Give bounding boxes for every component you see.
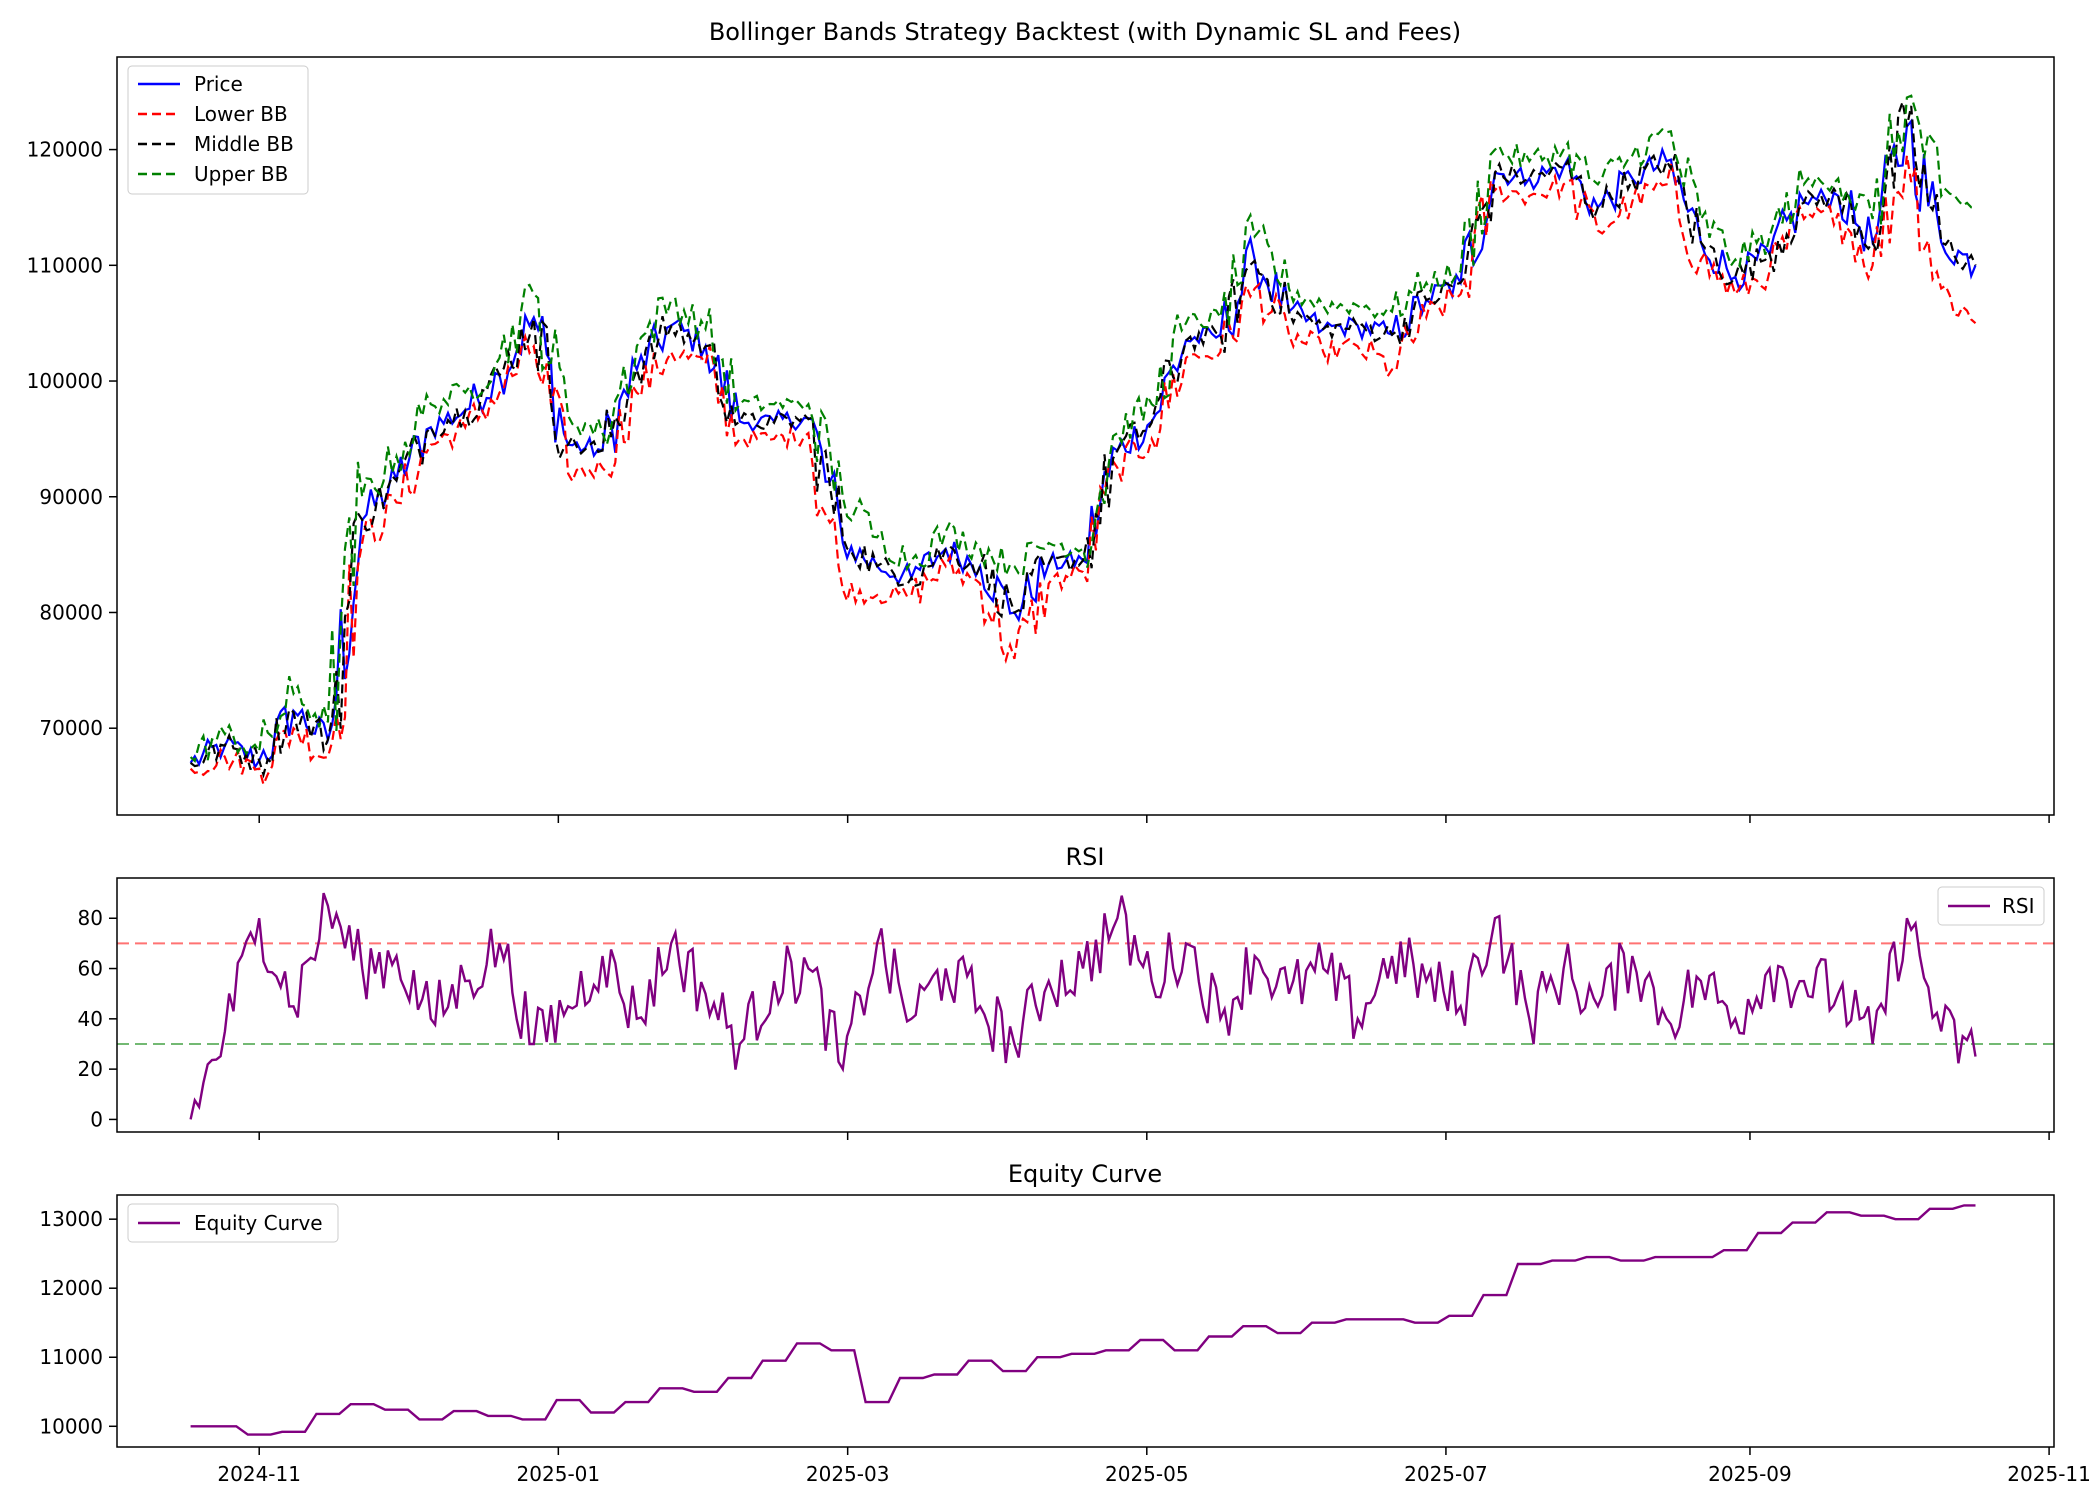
equity-plot-area [190,1204,1976,1436]
x-tick-label: 2025-09 [1708,1462,1792,1486]
series-line-lower-bb [189,155,1977,788]
legend-middle-bb-label: Middle BB [194,132,294,156]
legend-rsi-label: RSI [2002,894,2035,918]
y-tick-label: 12000 [39,1276,103,1300]
x-tick-label: 2025-07 [1404,1462,1488,1486]
equity-y-axis: 10000 11000 12000 13000 [39,1207,117,1438]
equity-legend: Equity Curve [127,1203,339,1243]
bollinger-legend: Price Lower BB Middle BB Upper BB [127,65,309,195]
y-tick-label: 20 [78,1057,103,1081]
y-tick-label: 120000 [27,138,103,162]
x-tick-label: 2025-01 [517,1462,601,1486]
y-tick-label: 11000 [39,1345,103,1369]
y-tick-label: 100000 [27,369,103,393]
equity-title: Equity Curve [1008,1160,1162,1188]
y-tick-label: 40 [78,1007,103,1031]
y-tick-label: 110000 [27,253,103,277]
y-tick-label: 10000 [39,1414,103,1438]
bollinger-frame [116,56,2055,816]
rsi-legend: RSI [1937,886,2045,926]
y-tick-label: 80000 [39,600,103,624]
bollinger-panel: Bollinger Bands Strategy Backtest (with … [27,18,2055,823]
rsi-plot-area [117,892,2054,1120]
rsi-title: RSI [1066,843,1105,871]
x-tick-label: 2024-11 [217,1462,301,1486]
series-line-equity-curve [190,1204,1976,1436]
y-tick-label: 90000 [39,485,103,509]
series-line-rsi [189,892,1977,1120]
x-tick-label: 2025-03 [806,1462,890,1486]
series-line-upper-bb [189,94,1976,763]
equity-frame [116,1194,2055,1448]
rsi-legend-box [1937,886,2045,926]
rsi-x-ticks [258,1132,2050,1140]
bollinger-plot-area [189,94,1977,788]
equity-x-axis: 2024-11 2025-01 2025-03 2025-05 2025-07 2025-… [217,1447,2091,1486]
y-tick-label: 60 [78,957,103,981]
x-tick-label: 2025-05 [1105,1462,1189,1486]
y-tick-label: 13000 [39,1207,103,1231]
legend-price-label: Price [194,72,243,96]
bollinger-y-axis: 70000 80000 90000 100000 110000 120000 [27,138,117,740]
equity-legend-box [127,1203,339,1243]
legend-equity-label: Equity Curve [194,1211,323,1235]
rsi-y-axis: 0 20 40 60 80 [78,906,117,1131]
legend-upper-bb-label: Upper BB [194,162,288,186]
legend-lower-bb-label: Lower BB [194,102,288,126]
y-tick-label: 0 [90,1107,103,1131]
equity-panel: Equity Curve 10000 11000 12000 13000 2024-1… [39,1160,2091,1486]
x-tick-label: 2025-11 [2007,1462,2091,1486]
y-tick-label: 80 [78,906,103,930]
y-tick-label: 70000 [39,716,103,740]
rsi-panel: RSI 0 20 40 60 80 RSI [78,843,2055,1140]
bollinger-title: Bollinger Bands Strategy Backtest (with … [709,18,1461,46]
rsi-frame [116,877,2055,1133]
bollinger-x-ticks [258,815,2050,823]
bollinger-legend-box [127,65,309,195]
